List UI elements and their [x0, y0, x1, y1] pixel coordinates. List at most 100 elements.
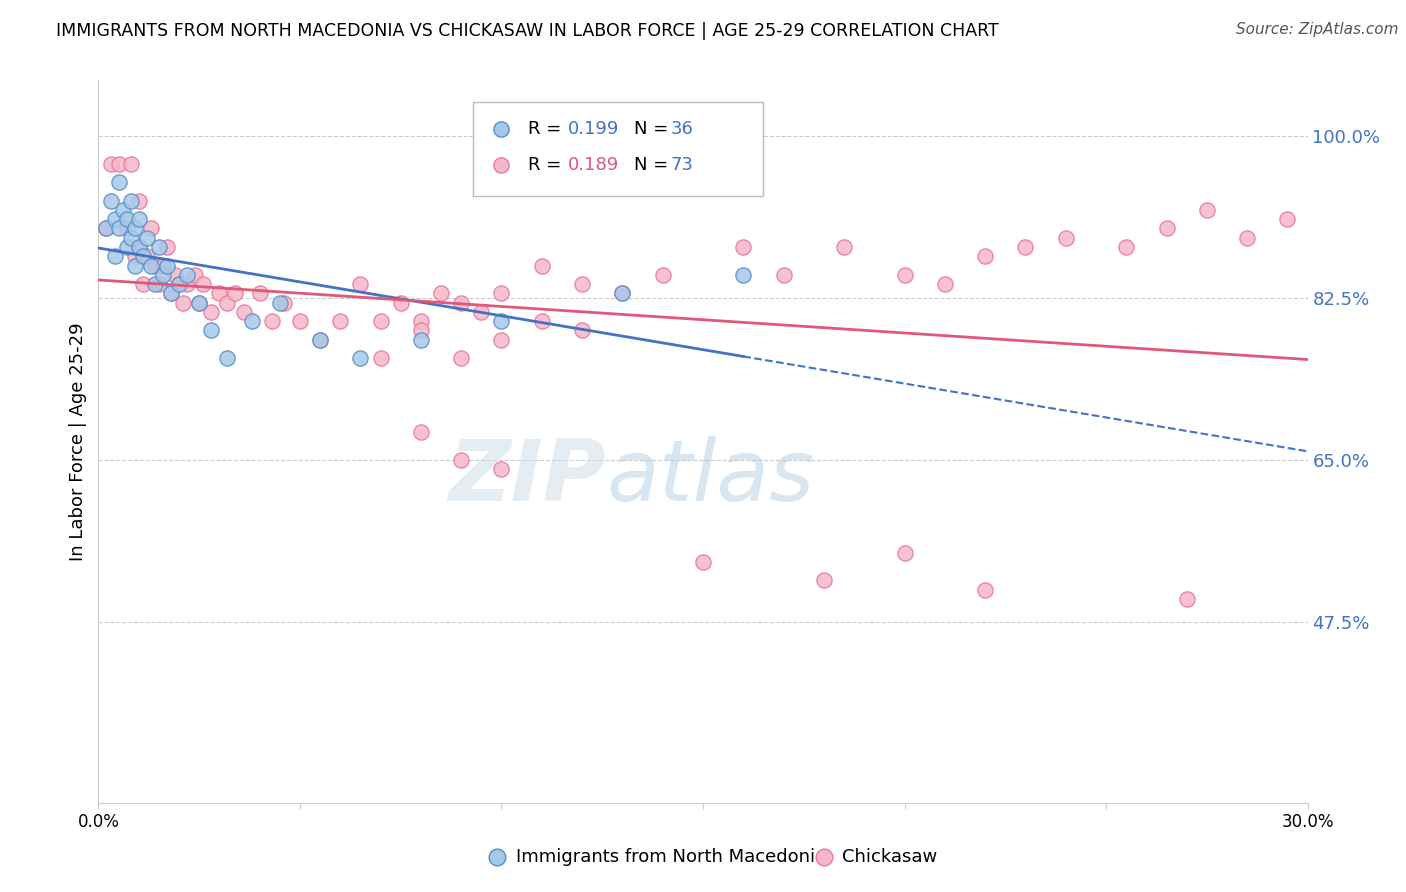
Point	[200, 323, 222, 337]
Point	[273, 295, 295, 310]
Text: N =: N =	[634, 156, 673, 174]
Point	[163, 268, 186, 282]
Point	[208, 286, 231, 301]
Point	[103, 249, 125, 263]
Point	[107, 156, 129, 170]
Point	[1115, 240, 1137, 254]
Point	[612, 286, 634, 301]
Text: N =: N =	[634, 120, 673, 137]
Point	[124, 249, 146, 263]
Point	[135, 249, 157, 263]
Point	[152, 268, 174, 282]
Text: R =: R =	[527, 120, 567, 137]
Point	[156, 259, 179, 273]
Point	[1195, 202, 1218, 217]
Point	[329, 314, 352, 328]
Point	[450, 453, 472, 467]
Point	[571, 277, 593, 291]
Text: 36: 36	[671, 120, 693, 137]
Point	[124, 221, 146, 235]
Point	[530, 259, 553, 273]
Point	[193, 277, 215, 291]
Point	[200, 305, 222, 319]
Point	[176, 268, 198, 282]
Point	[430, 286, 453, 301]
Point	[96, 221, 118, 235]
Point	[409, 323, 432, 337]
Text: 0.189: 0.189	[568, 156, 619, 174]
Point	[107, 175, 129, 189]
Point	[143, 259, 166, 273]
Point	[370, 314, 392, 328]
Point	[1175, 592, 1198, 607]
Point	[249, 286, 271, 301]
Point	[240, 314, 263, 328]
Point	[893, 268, 915, 282]
Point	[120, 231, 142, 245]
Point	[470, 305, 492, 319]
Point	[651, 268, 673, 282]
Point	[733, 240, 755, 254]
Point	[115, 221, 138, 235]
Point	[100, 194, 122, 208]
Point	[188, 295, 211, 310]
Point	[893, 546, 915, 560]
Point	[832, 240, 855, 254]
Point	[612, 286, 634, 301]
Text: Source: ZipAtlas.com: Source: ZipAtlas.com	[1236, 22, 1399, 37]
Point	[132, 249, 155, 263]
Point	[128, 194, 150, 208]
Point	[974, 582, 997, 597]
Point	[115, 240, 138, 254]
Point	[491, 333, 513, 347]
Point	[120, 156, 142, 170]
Point	[530, 314, 553, 328]
Point	[107, 221, 129, 235]
Point	[571, 323, 593, 337]
Point	[260, 314, 283, 328]
Point	[349, 277, 371, 291]
Point	[269, 295, 291, 310]
Point	[409, 425, 432, 440]
Text: Immigrants from North Macedonia: Immigrants from North Macedonia	[516, 848, 825, 866]
Point	[139, 221, 162, 235]
Point	[224, 286, 246, 301]
Point	[167, 277, 190, 291]
Point	[813, 574, 835, 588]
Point	[188, 295, 211, 310]
Point	[217, 351, 239, 366]
Point	[450, 351, 472, 366]
Point	[96, 221, 118, 235]
Point	[124, 259, 146, 273]
Point	[450, 295, 472, 310]
Text: Chickasaw: Chickasaw	[842, 848, 938, 866]
Point	[148, 240, 170, 254]
Point	[100, 156, 122, 170]
Point	[132, 277, 155, 291]
Point	[288, 314, 311, 328]
Point	[176, 277, 198, 291]
Point	[184, 268, 207, 282]
Point	[1014, 240, 1036, 254]
Point	[156, 240, 179, 254]
Text: atlas: atlas	[606, 436, 814, 519]
Point	[128, 240, 150, 254]
Point	[152, 259, 174, 273]
Point	[167, 277, 190, 291]
Point	[111, 202, 134, 217]
Point	[139, 259, 162, 273]
Point	[389, 295, 412, 310]
Point	[217, 295, 239, 310]
Text: IMMIGRANTS FROM NORTH MACEDONIA VS CHICKASAW IN LABOR FORCE | AGE 25-29 CORRELAT: IMMIGRANTS FROM NORTH MACEDONIA VS CHICK…	[56, 22, 1000, 40]
Point	[491, 314, 513, 328]
Point	[409, 333, 432, 347]
Point	[692, 555, 714, 569]
Point	[160, 286, 183, 301]
Point	[309, 333, 332, 347]
Point	[491, 286, 513, 301]
Y-axis label: In Labor Force | Age 25-29: In Labor Force | Age 25-29	[69, 322, 87, 561]
Point	[1156, 221, 1178, 235]
Point	[1236, 231, 1258, 245]
Text: 0.199: 0.199	[568, 120, 619, 137]
Point	[772, 268, 794, 282]
